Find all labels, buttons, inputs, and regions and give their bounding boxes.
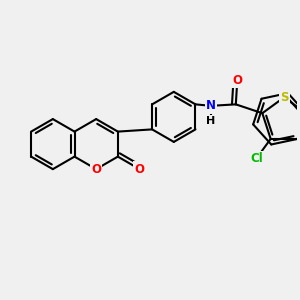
Text: H: H [206, 116, 215, 126]
Text: S: S [280, 91, 288, 104]
Text: O: O [91, 163, 101, 176]
Text: Cl: Cl [250, 152, 263, 165]
Text: N: N [206, 99, 216, 112]
Text: O: O [134, 163, 145, 176]
Text: O: O [232, 74, 242, 87]
